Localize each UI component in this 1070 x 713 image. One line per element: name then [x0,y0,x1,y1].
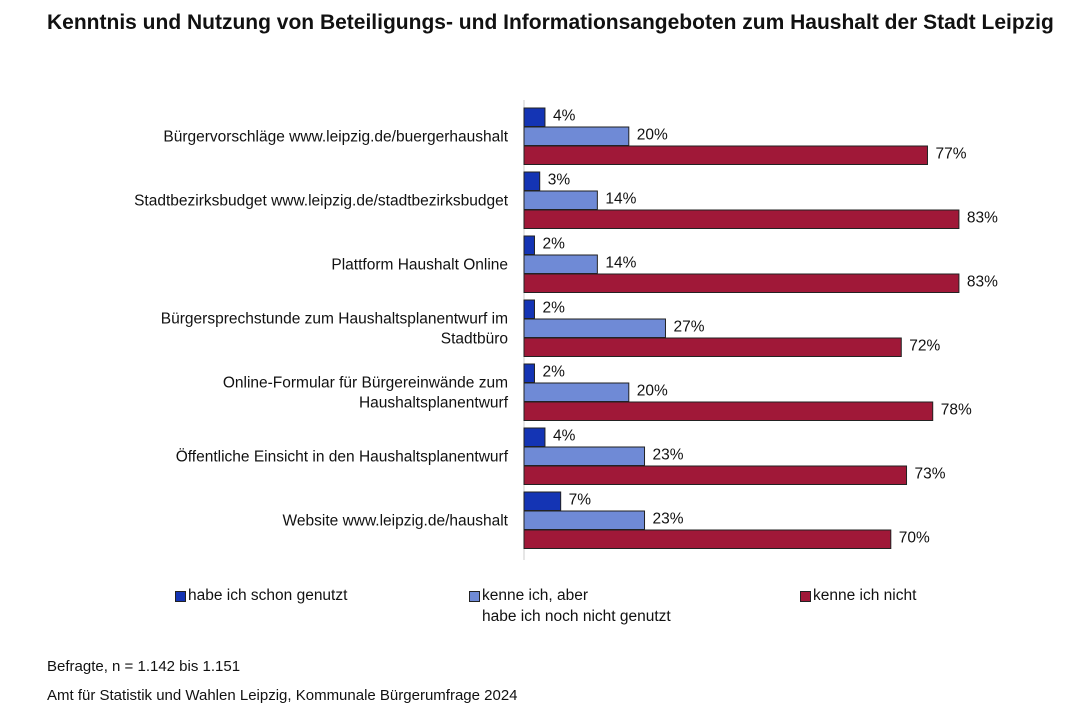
data-label: 23% [653,511,684,528]
source-note: Amt für Statistik und Wahlen Leipzig, Ko… [47,687,518,704]
legend-line-1: kenne ich, aber [482,587,588,604]
bar [523,529,892,549]
bar [523,337,902,357]
data-label: 70% [899,530,930,547]
legend-label-unknown: kenne ich nicht [813,587,917,604]
data-label: 2% [542,300,565,317]
category-label: Website www.leipzig.de/haushalt [283,513,509,530]
category-label: Bürgersprechstunde zum Haushaltsplanentw… [161,311,508,328]
bar [523,273,960,293]
data-label: 27% [673,319,704,336]
category-label: Bürgervorschläge www.leipzig.de/buergerh… [163,129,508,146]
bar [523,363,535,383]
bar [523,510,646,530]
data-label: 83% [967,274,998,291]
data-label: 14% [605,255,636,272]
chart-title: Kenntnis und Nutzung von Beteiligungs- u… [47,11,1054,34]
data-label: 7% [569,492,592,509]
data-label: 72% [909,338,940,355]
data-label: 2% [542,236,565,253]
data-label: 77% [935,146,966,163]
category-label: Online-Formular für Bürgereinwände zum [223,375,508,392]
category-label: Öffentliche Einsicht in den Haushaltspla… [176,448,509,466]
data-label: 20% [637,127,668,144]
bar [523,427,546,447]
bar [523,382,630,402]
data-label: 3% [548,172,571,189]
bar [523,465,908,485]
bar [523,299,535,319]
bar [523,190,598,210]
category-label: Stadtbezirksbudget www.leipzig.de/stadtb… [134,193,509,210]
bar [523,401,934,421]
data-label: 20% [637,383,668,400]
data-label: 73% [915,466,946,483]
data-label: 78% [941,402,972,419]
data-label: 23% [653,447,684,464]
legend-line-2: habe ich noch nicht genutzt [482,608,671,625]
bar [523,107,546,127]
bar [523,446,646,466]
bar [523,235,535,255]
bar [523,318,666,338]
data-label: 2% [542,364,565,381]
category-label: Stadtbüro [441,331,508,348]
legend-label-used: habe ich schon genutzt [188,587,348,604]
legend-swatch-unknown [800,591,811,602]
bar [523,171,541,191]
data-label: 83% [967,210,998,227]
data-label: 4% [553,428,576,445]
bar [523,254,598,274]
bar [523,491,562,511]
category-label: Haushaltsplanentwurf [359,395,509,412]
bar [523,145,928,165]
legend-swatch-known [469,591,480,602]
category-label: Plattform Haushalt Online [331,257,508,274]
legend-swatch-used [175,591,186,602]
data-label: 4% [553,108,576,125]
legend-label-known: kenne ich, aber habe ich noch nicht genut… [482,585,671,627]
bar [523,126,630,146]
sample-note: Befragte, n = 1.142 bis 1.151 [47,658,241,675]
bar [523,209,960,229]
data-label: 14% [605,191,636,208]
